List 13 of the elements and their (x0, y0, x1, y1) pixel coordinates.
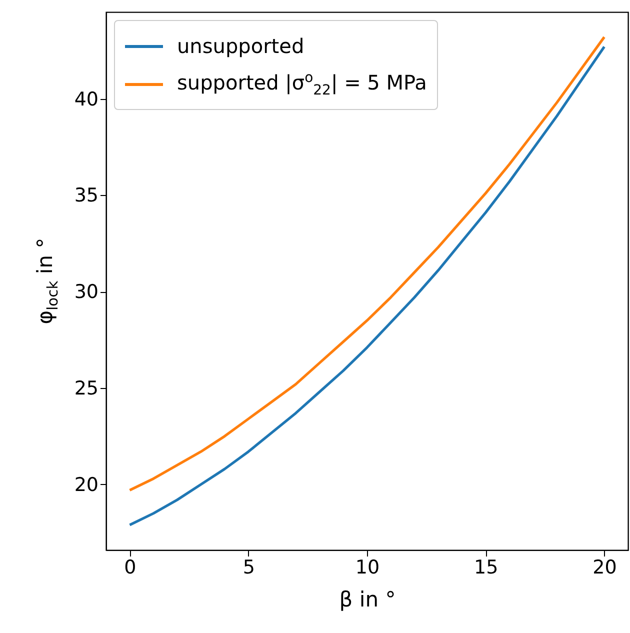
x-tick-label: 0 (124, 556, 136, 578)
y-tick-label: 35 (74, 184, 98, 207)
y-tick-label: 20 (74, 474, 98, 496)
x-tick-label: 15 (474, 556, 498, 578)
x-tick-label: 10 (355, 556, 380, 578)
x-tick-label: 5 (242, 556, 255, 578)
x-tick-label: 20 (592, 556, 617, 578)
x-axis-title: β in ° (339, 588, 396, 612)
y-tick-label: 40 (74, 88, 98, 110)
y-tick-label: 30 (74, 281, 98, 304)
legend-label: unsupported (177, 34, 304, 58)
legend-label: supported |σ$^{o}$$_{22}$| = 5 MPa (177, 70, 427, 98)
y-tick-label: 25 (74, 378, 98, 400)
